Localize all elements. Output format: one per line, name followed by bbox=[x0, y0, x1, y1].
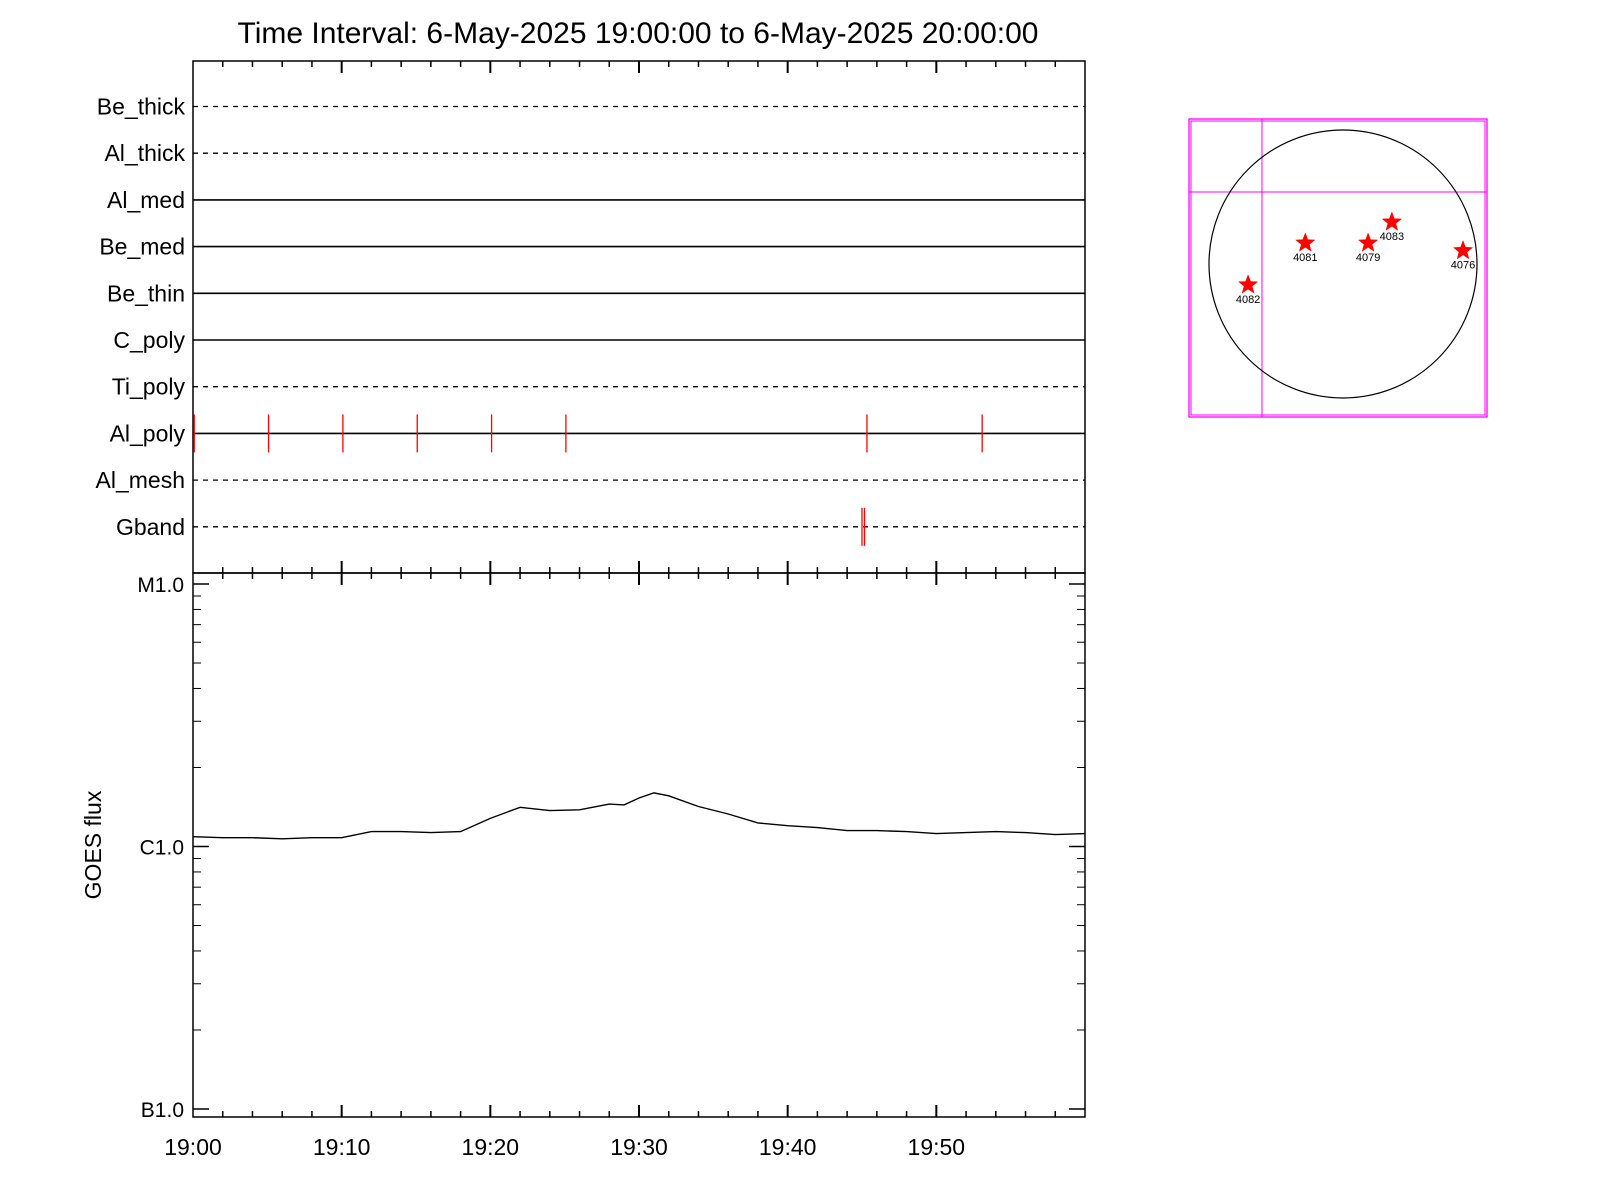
goes-frame bbox=[192, 572, 1086, 1118]
filter-row-label: Al_mesh bbox=[96, 467, 185, 493]
active-region-label: 4076 bbox=[1451, 260, 1475, 272]
fov-outer-box bbox=[1188, 118, 1488, 418]
filter-row-label: Ti_poly bbox=[112, 374, 186, 400]
filter-row-label: Be_thick bbox=[97, 94, 186, 120]
x-tick-label: 19:30 bbox=[610, 1134, 668, 1160]
chart-title: Time Interval: 6-May-2025 19:00:00 to 6-… bbox=[237, 17, 1038, 50]
active-region-star bbox=[1237, 274, 1259, 294]
goes-flux-panel: 19:00 19:10 19:20 19:30 19:40 19:50 M1.0 C1.0 B1… bbox=[80, 572, 1086, 1160]
goes-flux-line bbox=[192, 792, 1086, 840]
filter-row-label: C_poly bbox=[113, 327, 185, 353]
filter-row-label: Be_med bbox=[99, 234, 185, 260]
filter-row-label: Al_poly bbox=[110, 420, 186, 446]
filter-row-label: Al_med bbox=[107, 187, 185, 213]
x-tick-label: 19:50 bbox=[908, 1134, 966, 1160]
active-region-star bbox=[1357, 232, 1379, 252]
x-tick-label: 19:00 bbox=[164, 1134, 222, 1160]
active-region-star bbox=[1381, 211, 1403, 231]
x-tick-label: 19:20 bbox=[462, 1134, 520, 1160]
filter-row-label: Gband bbox=[116, 514, 185, 540]
active-region-star bbox=[1452, 239, 1474, 260]
active-region-label: 4082 bbox=[1236, 294, 1260, 306]
active-region-label: 4081 bbox=[1293, 252, 1317, 264]
x-tick-label: 19:40 bbox=[759, 1134, 817, 1160]
y-axis-label: GOES flux bbox=[80, 790, 106, 899]
x-tick-label: 19:10 bbox=[313, 1134, 371, 1160]
fov-inner-box bbox=[1190, 120, 1486, 416]
y-tick-label: M1.0 bbox=[137, 574, 184, 597]
solar-limb bbox=[1208, 129, 1478, 399]
filter-row-label: Be_thin bbox=[107, 280, 185, 306]
active-region-star bbox=[1295, 232, 1316, 252]
timeline-frame bbox=[192, 60, 1086, 574]
active-region-label: 4083 bbox=[1380, 231, 1404, 243]
active-region-label: 4079 bbox=[1356, 252, 1380, 264]
y-tick-label: C1.0 bbox=[140, 837, 184, 860]
filter-row-label: Al_thick bbox=[104, 140, 185, 166]
y-tick-label: B1.0 bbox=[141, 1099, 184, 1122]
filter-timeline-panel: Be_thick Al_thick Al_med Be_med Be_thin C_pol… bbox=[96, 60, 1086, 574]
